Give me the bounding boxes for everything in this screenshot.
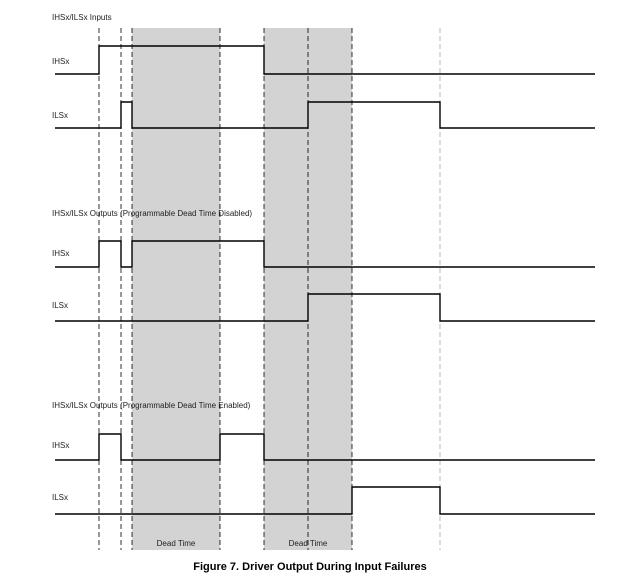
- dead-time-label: Dead Time: [157, 539, 196, 548]
- signal-label: IHSx: [52, 249, 69, 258]
- signal-label: ILSx: [52, 301, 68, 310]
- signal-label: IHSx: [52, 441, 69, 450]
- dead-time-label: Dead Time: [289, 539, 328, 548]
- signal-label: ILSx: [52, 111, 68, 120]
- dead-time-region: [132, 28, 220, 550]
- section-title: IHSx/ILSx Outputs (Programmable Dead Tim…: [52, 209, 252, 218]
- signal-label: ILSx: [52, 493, 68, 502]
- waveforms: [55, 45, 595, 515]
- caption: Figure 7. Driver Output During Input Fai…: [193, 561, 426, 573]
- signal-label: IHSx: [52, 57, 69, 66]
- section-title: IHSx/ILSx Inputs: [52, 13, 112, 22]
- section-title: IHSx/ILSx Outputs (Programmable Dead Tim…: [52, 401, 251, 410]
- dashed-guides: [98, 28, 441, 550]
